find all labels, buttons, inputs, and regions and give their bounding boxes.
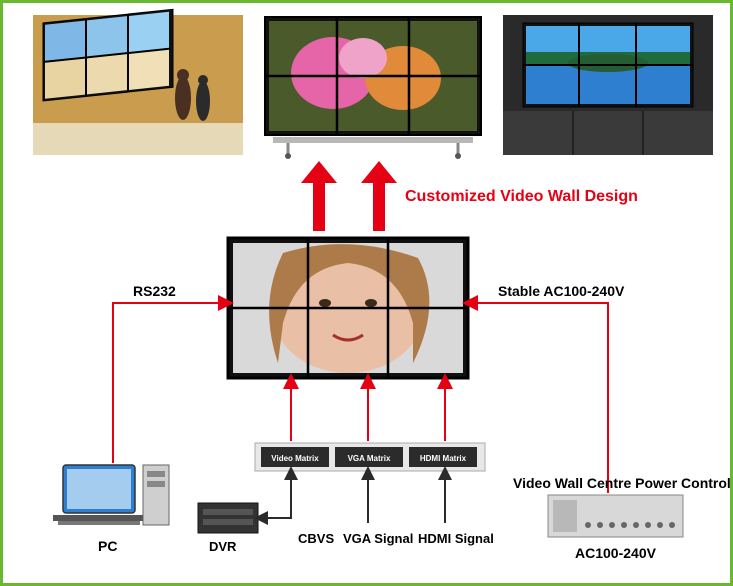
line-ac-power xyxy=(470,303,608,493)
hdmi-signal-label: HDMI Signal xyxy=(418,531,494,546)
diagram-frame: Customized Video Wall Design RS232 Stabl… xyxy=(0,0,733,586)
svg-text:Video Matrix: Video Matrix xyxy=(271,454,319,463)
line-rs232 xyxy=(113,303,226,463)
dvr-label: DVR xyxy=(209,539,237,554)
svg-text:VGA Matrix: VGA Matrix xyxy=(348,454,391,463)
top-wall-example-1 xyxy=(33,9,243,155)
power-control-device xyxy=(548,495,683,537)
vga-signal-label: VGA Signal xyxy=(343,531,413,546)
top-wall-example-2 xyxy=(265,17,481,159)
pc-label: PC xyxy=(98,538,117,554)
rs232-label: RS232 xyxy=(133,283,176,299)
matrix-row: Video Matrix VGA Matrix HDMI Matrix xyxy=(255,443,485,471)
pc-device xyxy=(53,465,169,525)
main-video-wall xyxy=(228,238,468,378)
top-wall-example-3 xyxy=(503,15,713,155)
cbvs-label: CBVS xyxy=(298,531,334,546)
ac-power-label: AC100-240V xyxy=(575,545,657,561)
customized-label: Customized Video Wall Design xyxy=(405,188,638,205)
dvr-device xyxy=(198,503,258,533)
arrows-to-examples xyxy=(301,161,397,231)
stable-power-label: Stable AC100-240V xyxy=(498,283,625,299)
svg-text:HDMI Matrix: HDMI Matrix xyxy=(420,454,467,463)
power-control-label: Video Wall Centre Power Control xyxy=(513,475,730,491)
line-cbvs xyxy=(258,473,291,518)
